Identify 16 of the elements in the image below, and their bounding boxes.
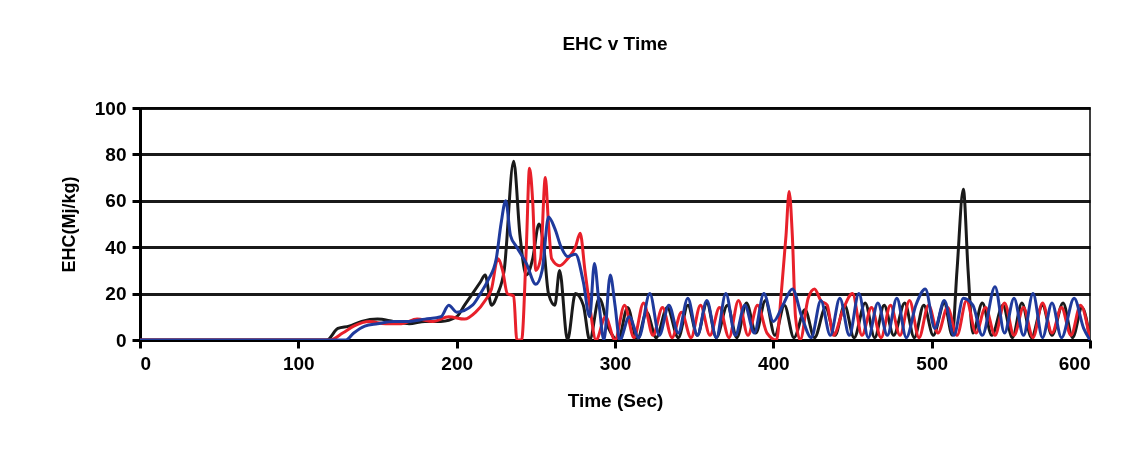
x-axis-title: Time (Sec) [567,389,664,411]
y-tick-label: 40 [105,236,127,258]
y-tick-label: 100 [94,97,127,119]
y-tick-label: 80 [105,143,127,165]
x-tick-label: 500 [916,352,949,374]
x-tick-label: 100 [282,352,315,374]
x-tick-label: 300 [599,352,632,374]
y-axis-title: EHC(Mj/kg) [58,176,79,273]
chart-title: EHC v Time [562,33,668,54]
y-tick-label: 60 [105,190,127,212]
y-tick-label: 0 [115,329,127,351]
x-tick-label: 200 [441,352,474,374]
x-tick-label: 400 [757,352,790,374]
x-tick-label: 600 [1058,352,1091,374]
x-tick-label: 0 [140,352,152,374]
y-tick-label: 20 [105,283,127,305]
